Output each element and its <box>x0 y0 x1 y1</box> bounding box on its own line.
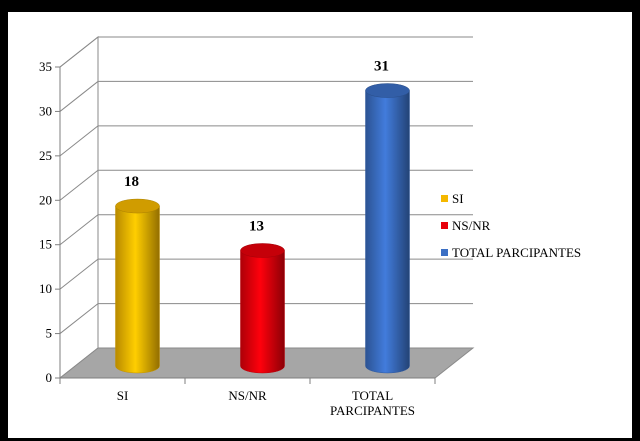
side-wall <box>59 35 99 380</box>
bar-chart: 0 5 10 15 20 25 30 35 18 13 31 SI NS/NR TOTALPARCIP… <box>39 35 581 418</box>
x-tick-label: NS/NR <box>228 388 267 403</box>
axes <box>55 66 436 384</box>
bar-1 <box>240 243 285 374</box>
y-tick-label: 25 <box>39 148 52 163</box>
gridline <box>59 258 473 290</box>
bar-top <box>365 83 410 98</box>
gridline <box>59 36 473 68</box>
gridline <box>59 303 473 334</box>
bar-0 <box>115 198 160 374</box>
grid-lines <box>59 36 473 334</box>
legend-swatch-0 <box>441 195 448 202</box>
x-tick-label: PARCIPANTES <box>330 403 415 418</box>
legend-swatch-2 <box>441 249 448 256</box>
x-tick-label: SI <box>117 388 129 403</box>
y-tick-label: 30 <box>39 103 52 118</box>
x-tick-label: TOTAL <box>352 388 393 403</box>
bars <box>115 83 410 374</box>
gridline <box>59 169 473 201</box>
y-tick-labels: 0 5 10 15 20 25 30 35 <box>39 59 52 385</box>
legend-swatch-1 <box>441 222 448 229</box>
bar-body <box>115 205 160 374</box>
y-tick-label: 5 <box>46 326 53 341</box>
y-tick-label: 20 <box>39 192 52 207</box>
data-labels: 18 13 31 <box>124 59 389 235</box>
bar-body <box>365 90 410 374</box>
gridline <box>59 214 473 246</box>
gridline <box>59 80 473 112</box>
chart-walls <box>59 35 99 380</box>
chart-panel: 0 5 10 15 20 25 30 35 18 13 31 SI NS/NR TOTAL PARCIP… <box>8 12 632 438</box>
gridline <box>59 125 473 157</box>
bar-top <box>115 198 160 214</box>
data-label-2: 31 <box>374 59 389 75</box>
legend: SI NS/NR TOTAL PARCIPANTES <box>441 191 581 260</box>
legend-label-0: SI <box>452 191 464 206</box>
legend-label-2: TOTAL PARCIPANTES <box>452 245 581 260</box>
y-tick-label: 0 <box>46 370 53 385</box>
data-label-1: 13 <box>249 218 264 234</box>
y-tick-label: 15 <box>39 237 52 252</box>
legend-label-1: NS/NR <box>452 218 491 233</box>
bar-body <box>240 250 285 374</box>
data-label-0: 18 <box>124 174 139 190</box>
y-tick-label: 35 <box>39 59 52 74</box>
bar-top <box>240 243 285 258</box>
bar-2 <box>365 83 410 374</box>
y-tick-label: 10 <box>39 281 52 296</box>
